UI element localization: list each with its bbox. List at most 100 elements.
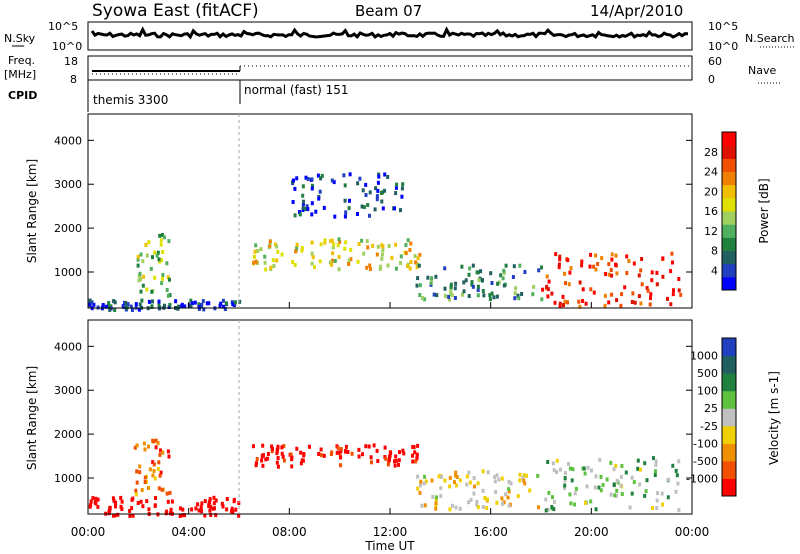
velocity-cell (546, 507, 550, 512)
power-cell (633, 300, 637, 305)
velocity-cell (108, 505, 112, 510)
power-cell (615, 271, 619, 276)
velocity-cell (154, 438, 158, 443)
velocity-cell (485, 505, 489, 510)
velocity-cell (157, 486, 161, 491)
power-cell (580, 259, 584, 264)
power-cell (310, 177, 314, 182)
power-cell (604, 272, 608, 276)
velocity-cell (569, 501, 573, 506)
velocity-cell (666, 477, 670, 482)
velocity-cell (203, 499, 207, 504)
power-cell (109, 304, 113, 309)
velocity-cell (114, 500, 118, 505)
velocity-cell (208, 508, 212, 513)
power-cell (475, 270, 479, 275)
velocity-cell (147, 507, 151, 512)
velocity-cell (507, 487, 511, 492)
power-cell (233, 300, 237, 305)
power-cell (153, 275, 157, 280)
power-colorbar-tick: 24 (704, 166, 718, 179)
power-cell (322, 205, 326, 210)
velocity-cell (494, 489, 498, 494)
power-cell (371, 243, 375, 248)
velocity-colorbar-tick: -1000 (686, 472, 718, 485)
velocity-cell (651, 506, 654, 511)
velocity-cell (128, 509, 132, 513)
power-cell (596, 262, 600, 266)
power-cell (450, 293, 454, 298)
power-cell (672, 288, 675, 293)
power-cell (138, 271, 142, 276)
velocity-cell (275, 448, 279, 452)
velocity-cell (495, 500, 499, 505)
power-colorbar-tick: 28 (704, 146, 718, 159)
x-tick-label: 20:00 (574, 525, 609, 539)
power-cell (380, 252, 384, 257)
velocity-cell (652, 456, 655, 461)
power-cell (387, 244, 391, 248)
velocity-cell (393, 459, 396, 464)
velocity-cell (564, 471, 567, 475)
power-cell (310, 212, 314, 217)
velocity-cell (431, 494, 435, 499)
power-cell (113, 308, 117, 312)
power-cell (677, 277, 681, 281)
velocity-cell (599, 488, 603, 493)
power-cell (291, 260, 295, 265)
power-cell (219, 301, 223, 306)
power-cell (331, 245, 335, 250)
velocity-cell (656, 491, 660, 496)
power-cell (650, 270, 654, 275)
velocity-cell (481, 469, 485, 474)
noise-tick-top-right: 10^5 (708, 20, 738, 33)
velocity-cell (537, 505, 540, 510)
power-cell (418, 252, 422, 257)
velocity-cell (212, 495, 216, 500)
power-cell (292, 178, 295, 183)
velocity-cell (339, 455, 343, 460)
noise-tick-top-left: 10^5 (48, 20, 78, 33)
velocity-cell (476, 481, 480, 486)
power-cell (306, 207, 310, 212)
power-cell (291, 200, 295, 204)
velocity-cell (563, 476, 567, 480)
power-cell (416, 276, 420, 281)
power-cell (332, 180, 336, 185)
power-cell (512, 264, 516, 269)
velocity-cell (586, 465, 590, 470)
power-cell (581, 287, 585, 292)
power-cell (580, 263, 584, 268)
velocity-cell (454, 505, 458, 510)
velocity-cell (135, 469, 139, 474)
velocity-cell (439, 486, 443, 491)
velocity-cell (266, 456, 270, 461)
power-cell (558, 301, 562, 306)
velocity-cell (194, 506, 198, 511)
power-cell (639, 268, 643, 273)
power-cell (625, 271, 629, 275)
velocity-cell (213, 506, 216, 511)
power-cell (476, 293, 480, 298)
power-cell (272, 264, 276, 268)
power-cell (408, 248, 412, 252)
power-cell (201, 299, 205, 304)
velocity-cell (136, 501, 140, 505)
power-colorbar-tick: 20 (704, 185, 718, 198)
power-colorbar-tick: 4 (711, 264, 718, 277)
velocity-cell (308, 444, 311, 449)
velocity-cell (376, 459, 380, 463)
power-cell (594, 253, 598, 258)
velocity-cell (230, 509, 233, 514)
velocity-cell (299, 450, 303, 455)
power-cell (130, 308, 134, 312)
power-cell (462, 280, 466, 285)
power-colorbar-swatch (722, 224, 736, 238)
power-cell (620, 292, 624, 297)
power-cell (567, 282, 571, 287)
power-cell (501, 276, 505, 281)
power-cell (293, 186, 297, 191)
power-cell (578, 280, 582, 285)
power-cell (558, 254, 562, 259)
